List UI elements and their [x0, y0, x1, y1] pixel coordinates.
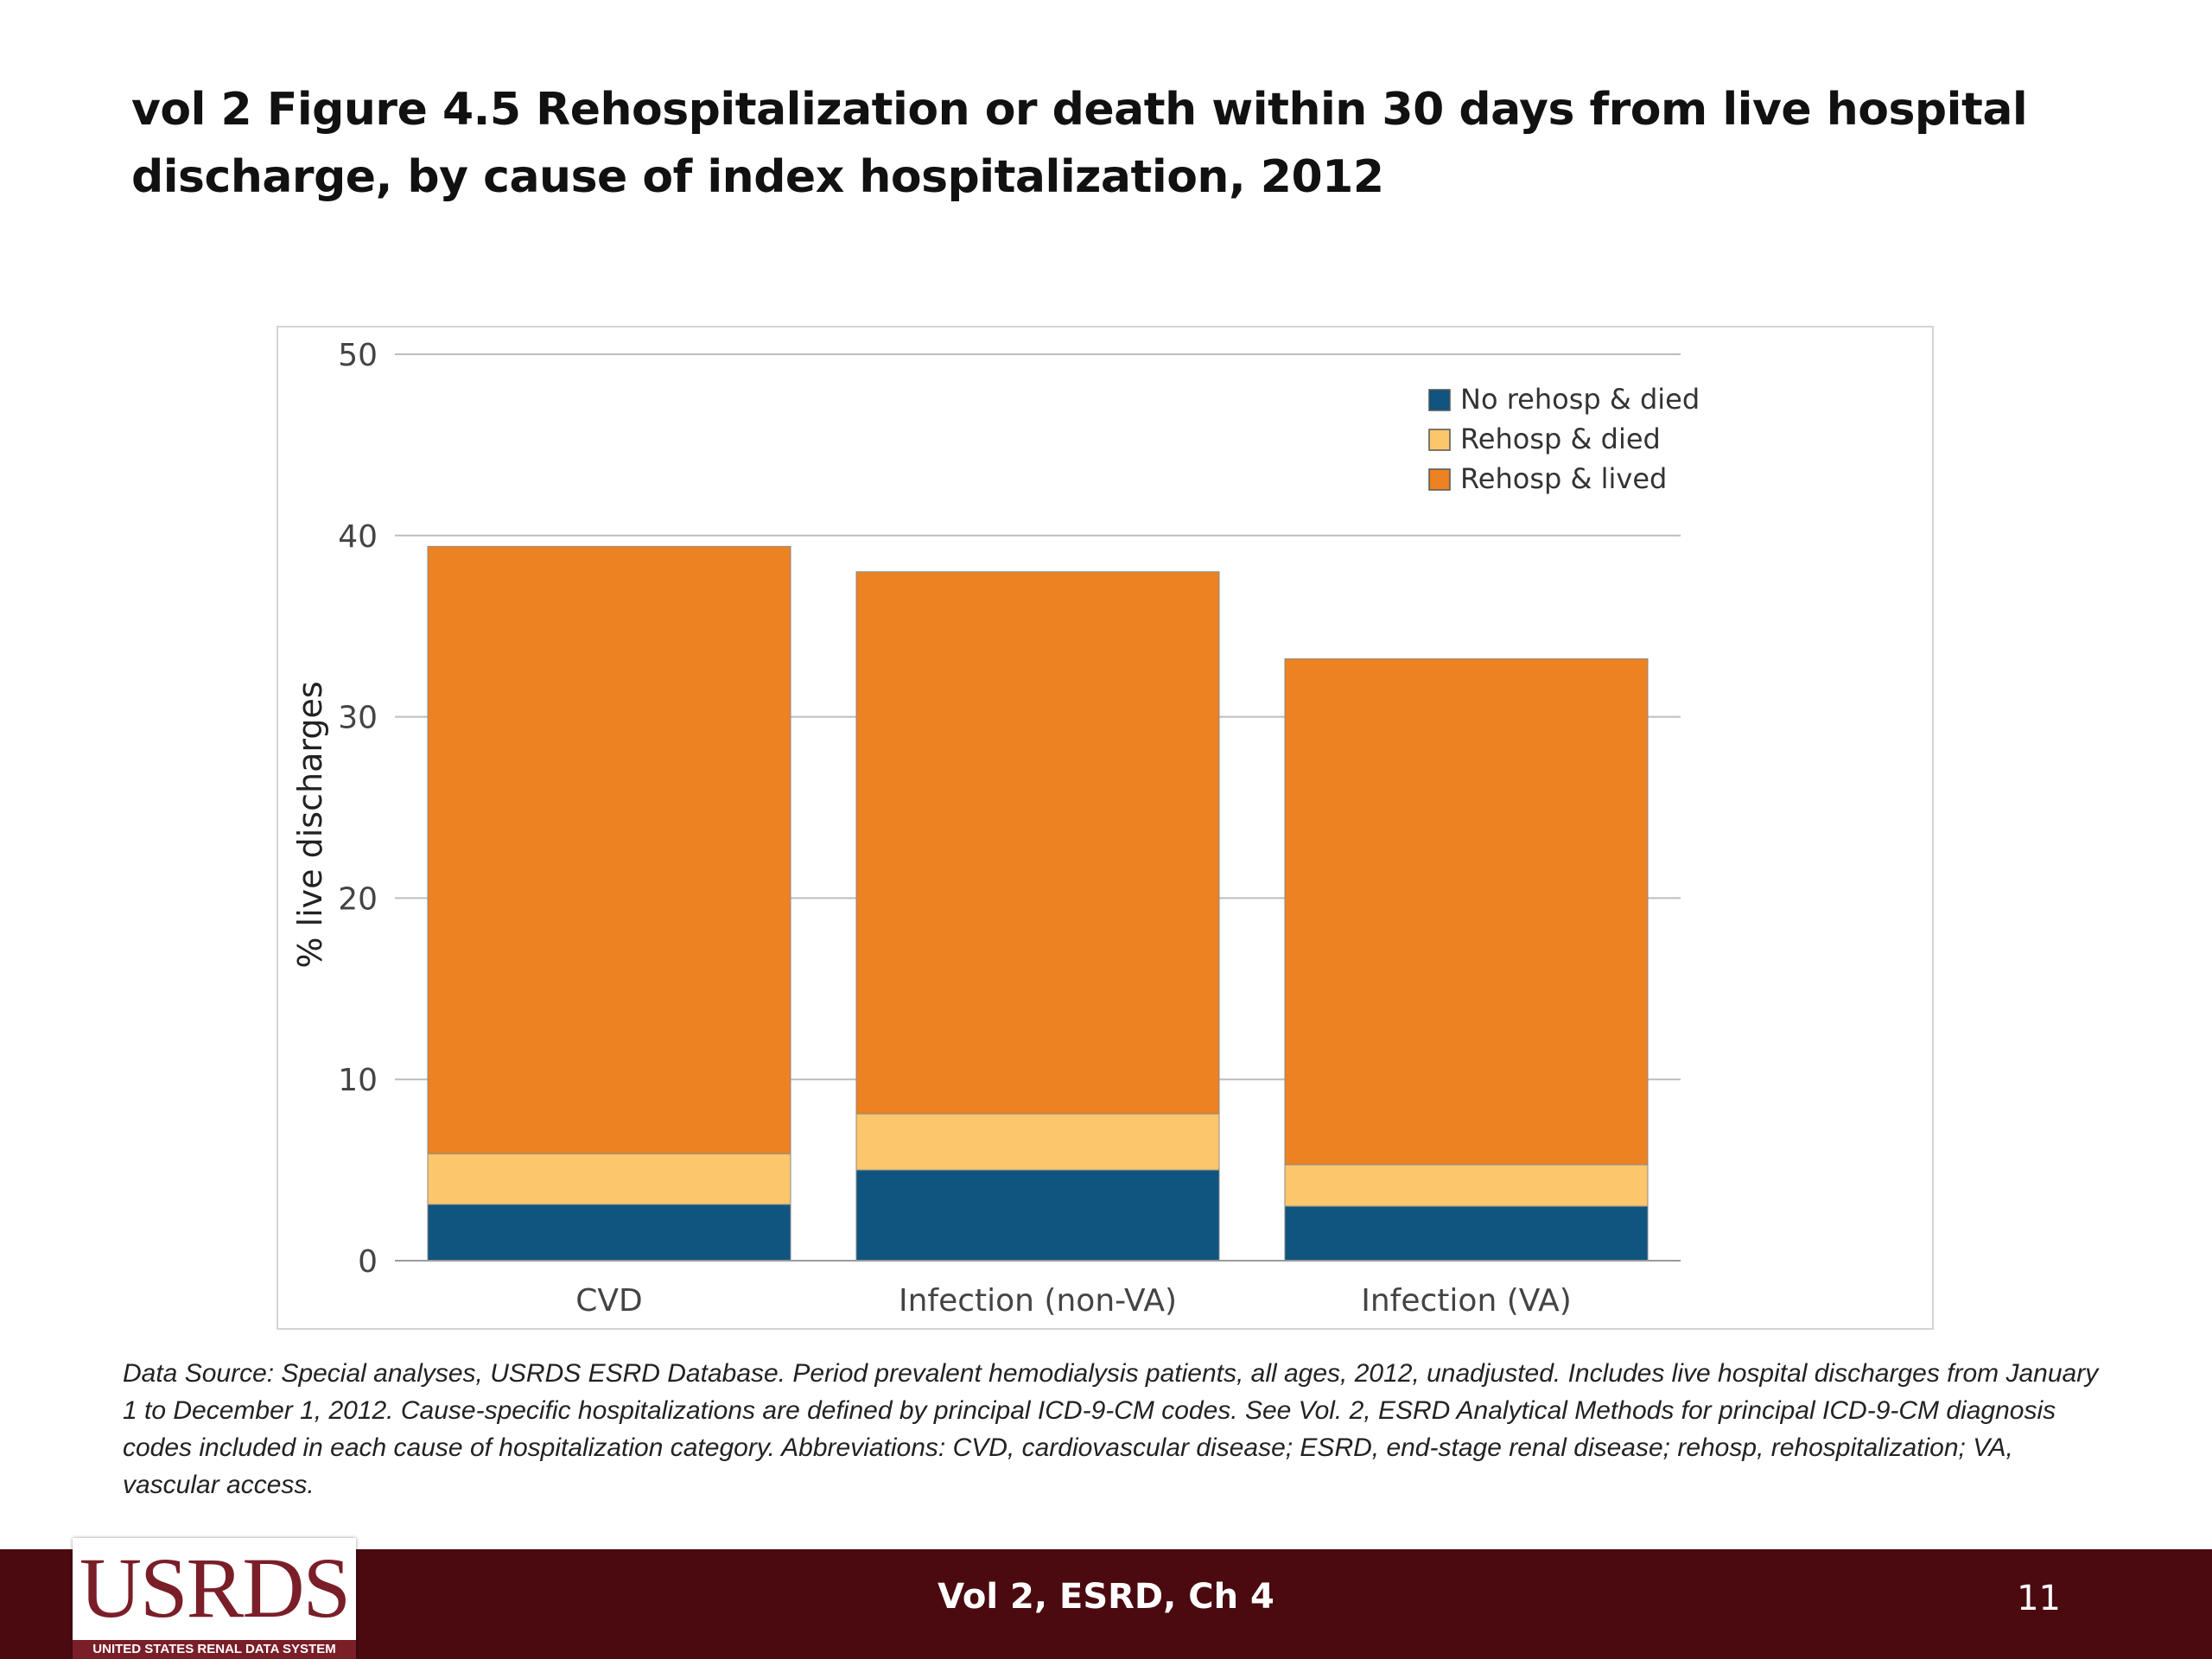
- y-tick-label: 50: [338, 338, 378, 373]
- bar-segment-1-2: [855, 1169, 1220, 1262]
- bars: [427, 545, 1649, 1262]
- bar-segment-3-3: [1284, 658, 1649, 1166]
- y-axis-label: % live discharges: [291, 681, 329, 968]
- legend: No rehosp & died Rehosp & died Rehosp & li…: [1428, 383, 1700, 495]
- logo-text: USRDS: [79, 1540, 351, 1636]
- x-category-label: Infection (VA): [1361, 1283, 1572, 1319]
- y-tick-label: 20: [338, 881, 378, 917]
- legend-swatch: [1428, 429, 1451, 451]
- y-tick-label: 30: [338, 701, 378, 736]
- bar-segment-2-3: [1284, 1164, 1649, 1207]
- legend-label: Rehosp & died: [1460, 423, 1661, 455]
- chart-frame: 0 10 20 30 40 50 % live discharges CVD Infection…: [276, 326, 1934, 1330]
- data-source-note: Data Source: Special analyses, USRDS ESR…: [123, 1359, 2099, 1499]
- legend-swatch: [1428, 468, 1451, 491]
- legend-label: No rehosp & died: [1460, 383, 1700, 416]
- x-category-label: Infection (non-VA): [899, 1283, 1177, 1319]
- bar-segment-2-2: [855, 1113, 1220, 1171]
- footer-bar: Vol 2, ESRD, Ch 4 11: [0, 1549, 2212, 1659]
- bar-segment-1-3: [1284, 1205, 1649, 1262]
- y-tick-label: 0: [358, 1244, 378, 1280]
- stacked-bar-chart: 0 10 20 30 40 50 % live discharges CVD Infection…: [291, 338, 1700, 1319]
- logo-subtext: UNITED STATES RENAL DATA SYSTEM: [73, 1640, 356, 1659]
- axes: 0 10 20 30 40 50 % live discharges CVD Infection…: [291, 338, 1681, 1319]
- bar-segment-3-1: [427, 545, 791, 1154]
- usrds-logo: USRDS UNITED STATES RENAL DATA SYSTEM: [73, 1538, 356, 1659]
- bar-segment-1-1: [427, 1204, 791, 1262]
- bar-segment-3-2: [855, 571, 1220, 1115]
- chart-title: vol 2 Figure 4.5 Rehospitalization or de…: [131, 84, 2028, 203]
- y-tick-label: 40: [338, 519, 378, 555]
- legend-label: Rehosp & lived: [1460, 462, 1667, 495]
- page-number: 11: [2017, 1579, 2061, 1618]
- y-tick-label: 10: [338, 1063, 378, 1098]
- footer-label: Vol 2, ESRD, Ch 4: [938, 1577, 1274, 1617]
- legend-swatch: [1428, 389, 1451, 411]
- x-category-label: CVD: [575, 1283, 642, 1319]
- bar-segment-2-1: [427, 1153, 791, 1205]
